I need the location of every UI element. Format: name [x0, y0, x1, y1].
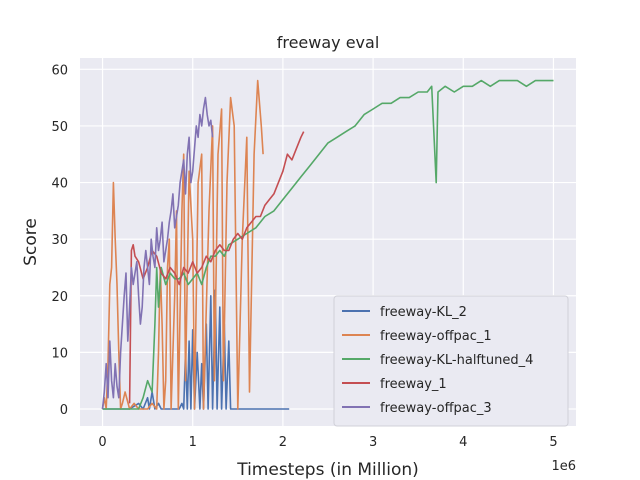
- chart-title: freeway eval: [277, 33, 380, 52]
- legend-label: freeway-KL_2: [380, 305, 467, 320]
- x-tick-label: 2: [279, 435, 287, 450]
- series-lines: [101, 79, 554, 410]
- legend-label: freeway-offpac_1: [380, 329, 492, 344]
- x-tick-label: 5: [549, 435, 557, 450]
- y-tick-label: 10: [51, 346, 68, 361]
- legend: freeway-KL_2 freeway-offpac_1 freeway-KL-h…: [333, 295, 569, 427]
- y-tick-label: 60: [51, 63, 68, 78]
- x-axis-label: Timesteps (in Million): [236, 460, 419, 480]
- series-line-freeway-offpac-3: [101, 96, 214, 410]
- plot-area: [80, 58, 576, 426]
- legend-label: freeway_1: [380, 377, 447, 392]
- x-tick-label: 3: [369, 435, 377, 450]
- y-tick-label: 40: [51, 177, 68, 192]
- legend-items: freeway-KL_2 freeway-offpac_1 freeway-KL-h…: [342, 305, 533, 416]
- x-axis-ticks: 0 1 2 3 4 5: [98, 435, 557, 450]
- y-tick-label: 50: [51, 120, 68, 135]
- y-axis-ticks: 0 10 20 30 40 50 60: [51, 63, 68, 418]
- x-tick-label: 0: [98, 435, 106, 450]
- legend-box: [333, 295, 569, 427]
- legend-label: freeway-offpac_3: [380, 401, 492, 416]
- x-tick-label: 4: [459, 435, 467, 450]
- y-tick-label: 0: [60, 403, 68, 418]
- x-tick-label: 1: [189, 435, 197, 450]
- y-axis-label: Score: [21, 218, 41, 266]
- series-line-freeway-kl-halftuned-4: [102, 79, 554, 410]
- legend-label: freeway-KL-halftuned_4: [380, 353, 533, 368]
- y-tick-label: 30: [51, 233, 68, 248]
- y-tick-label: 20: [51, 290, 68, 305]
- x-axis-offset-label: 1e6: [551, 459, 576, 474]
